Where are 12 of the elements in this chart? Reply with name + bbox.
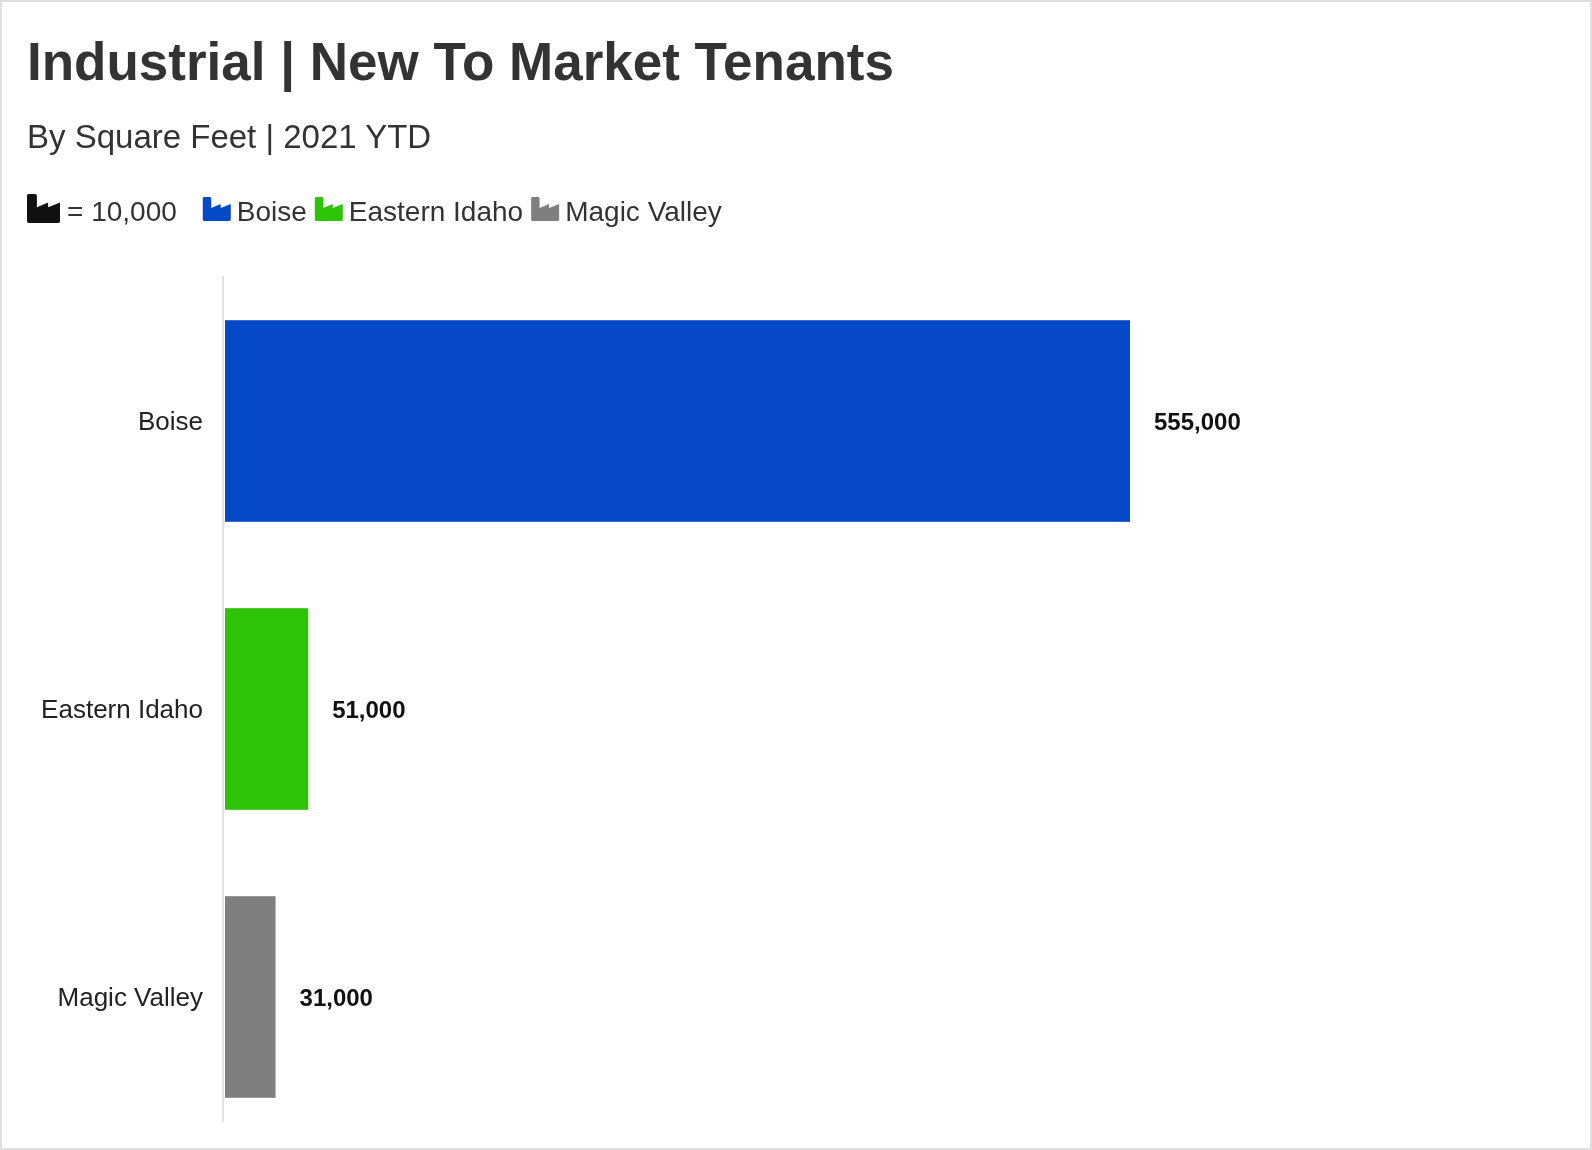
text: = 10,000 bbox=[67, 196, 177, 227]
chart-title: Industrial | New To Market Tenants bbox=[27, 32, 894, 93]
chart-subtitle: By Square Feet | 2021 YTD bbox=[27, 118, 432, 155]
data-label: 31,000 bbox=[299, 983, 373, 1011]
legend-label: Eastern Idaho bbox=[348, 196, 524, 227]
y-tick-label: Eastern Idaho bbox=[41, 694, 203, 724]
y-tick-label: Boise bbox=[137, 406, 203, 436]
data-label: 555,000 bbox=[1154, 407, 1241, 435]
legend-label: Magic Valley bbox=[565, 196, 722, 227]
data-label: 51,000 bbox=[332, 695, 406, 723]
legend-label: Boise bbox=[236, 196, 307, 227]
y-tick-label: Magic Valley bbox=[57, 982, 203, 1012]
